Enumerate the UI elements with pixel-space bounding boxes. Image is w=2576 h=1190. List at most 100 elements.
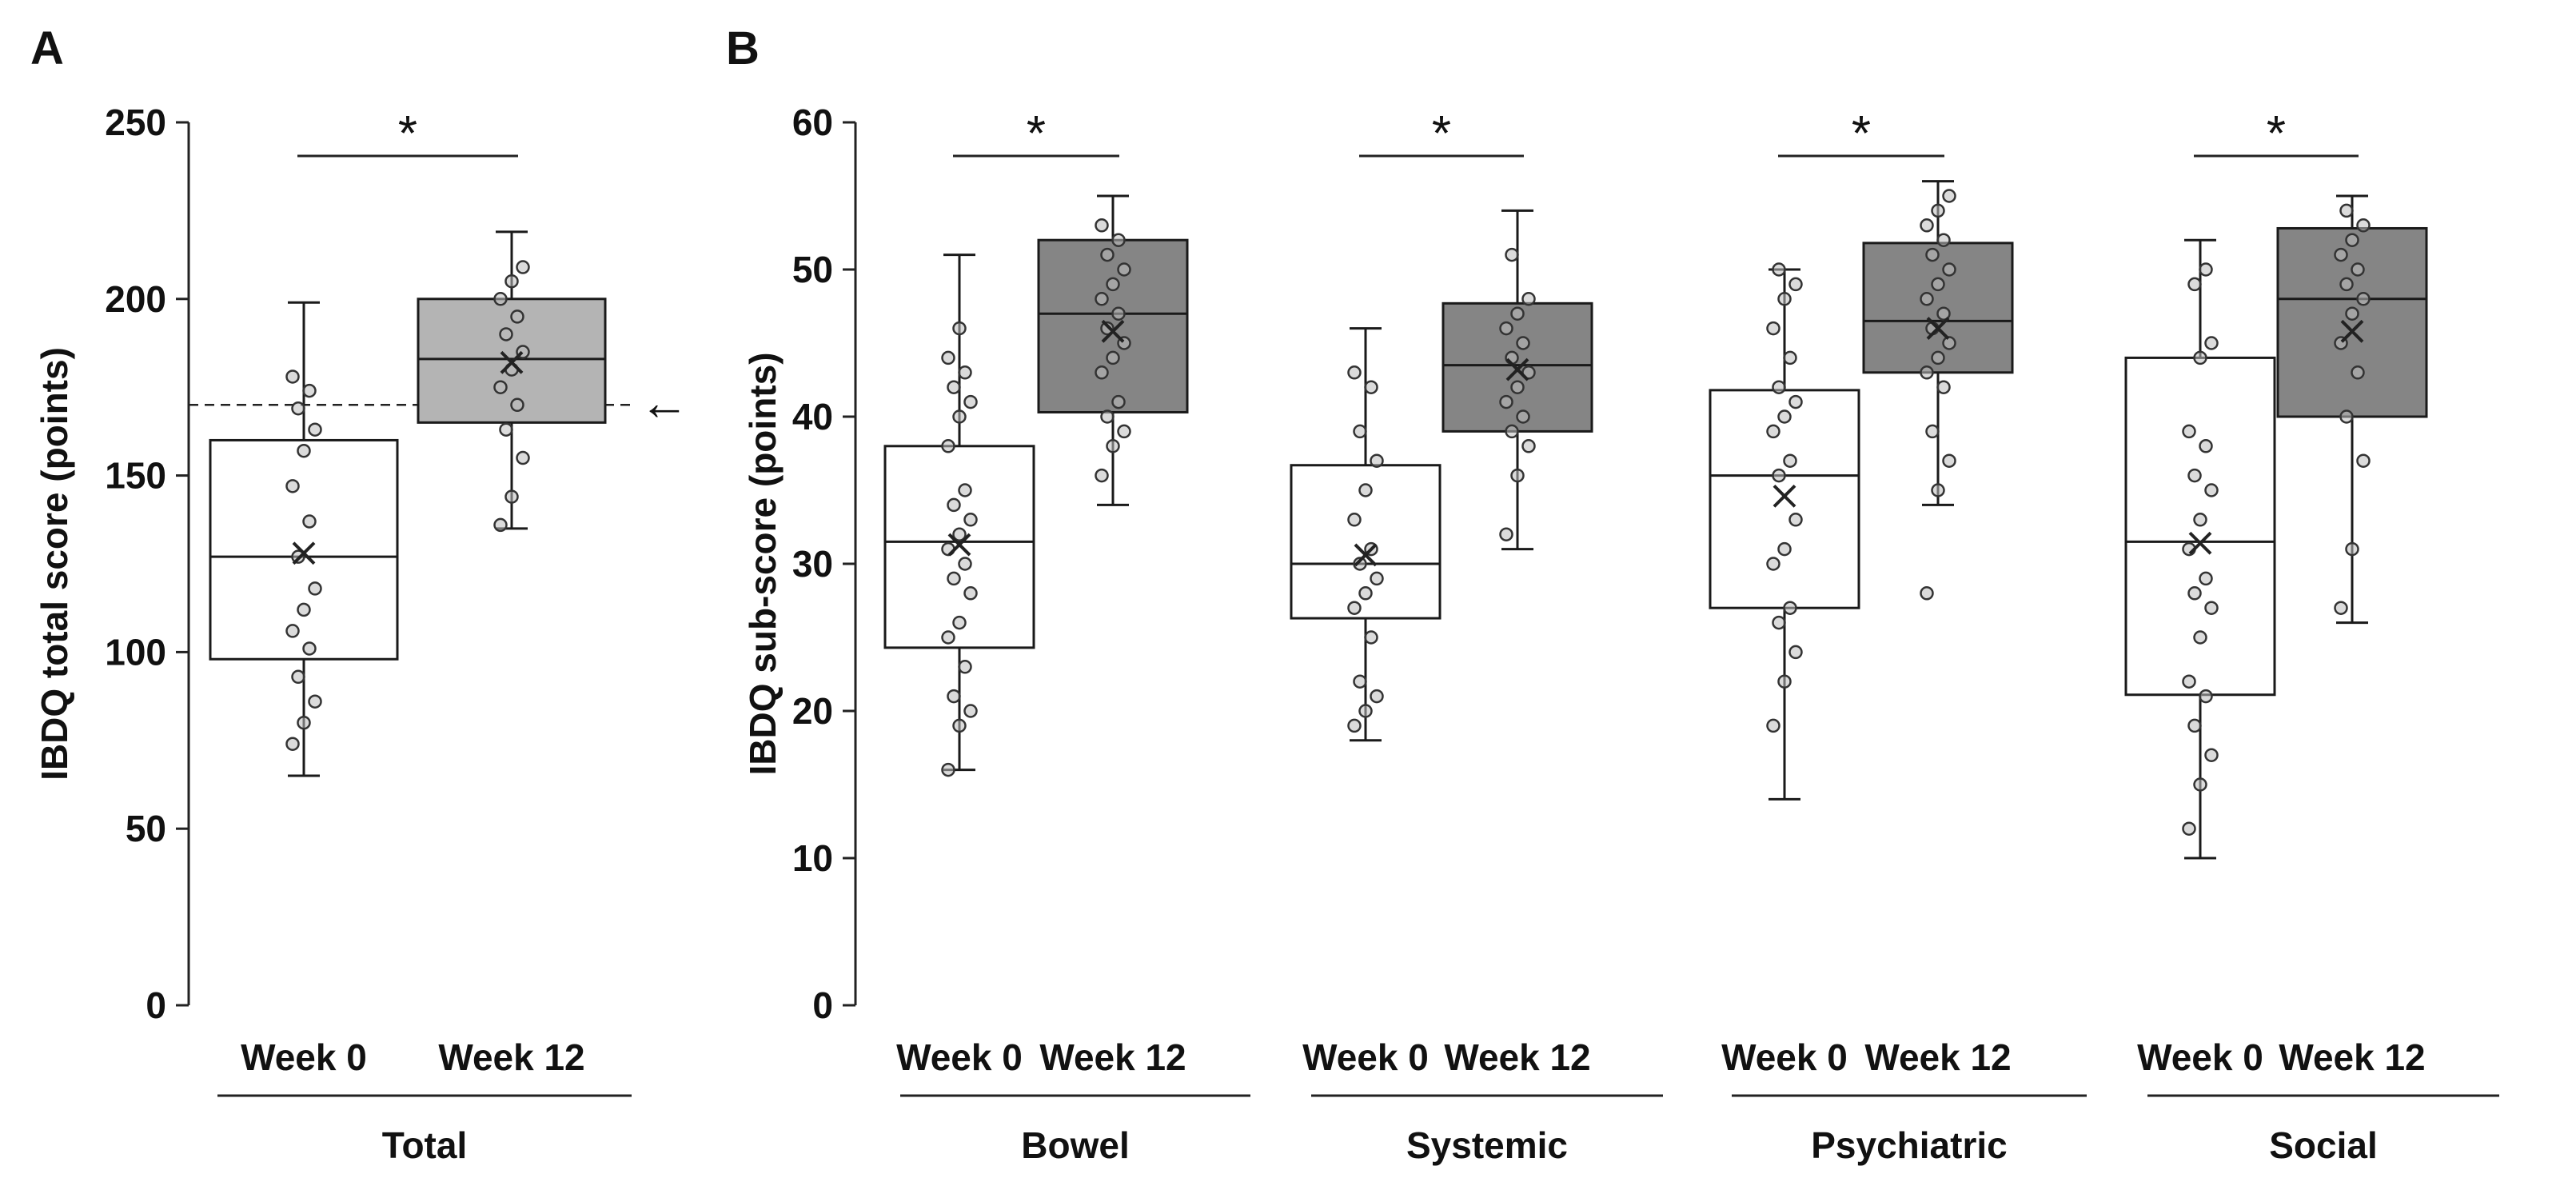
data-point	[963, 394, 978, 409]
data-point	[2187, 718, 2202, 733]
data-point	[2345, 233, 2359, 247]
mean-marker	[1772, 484, 1796, 508]
data-point	[1370, 453, 1384, 468]
data-point	[1942, 189, 1956, 203]
data-point	[1358, 704, 1373, 718]
data-point	[1364, 630, 1378, 645]
data-point	[1100, 247, 1115, 262]
category-label: Week 12	[1864, 1036, 2011, 1078]
data-point	[1777, 409, 1792, 424]
data-point	[2193, 777, 2207, 792]
data-point	[1777, 674, 1792, 689]
y-tick-label: 20	[792, 690, 833, 732]
data-point	[1111, 306, 1126, 321]
data-point	[2193, 630, 2207, 645]
data-point	[1788, 277, 1803, 292]
data-point	[1505, 247, 1519, 262]
data-point	[1095, 468, 1109, 483]
data-point	[1931, 483, 1945, 497]
mean-marker-stroke	[1926, 317, 1950, 341]
data-point	[2204, 483, 2219, 497]
data-point	[1931, 277, 1945, 292]
data-point	[1766, 557, 1780, 571]
data-point	[2199, 571, 2213, 586]
mean-marker-stroke	[1354, 543, 1378, 567]
data-point	[2334, 247, 2348, 262]
data-point	[297, 715, 311, 730]
data-point	[308, 422, 322, 437]
y-tick-label: 50	[126, 808, 166, 849]
data-point	[958, 483, 972, 497]
data-point	[1358, 483, 1373, 497]
data-point	[297, 443, 311, 458]
data-point	[2182, 821, 2196, 836]
data-point	[1777, 541, 1792, 557]
category-label: Week 12	[2279, 1036, 2425, 1078]
mean-marker-stroke	[292, 541, 316, 565]
data-point	[1783, 453, 1797, 468]
data-point	[1920, 292, 1934, 306]
data-point	[2204, 336, 2219, 350]
data-point	[1772, 615, 1786, 630]
y-tick-label: 40	[792, 396, 833, 437]
category-label: Week 0	[1302, 1036, 1429, 1078]
data-point	[302, 383, 317, 398]
data-point	[1499, 394, 1513, 409]
data-point	[2199, 689, 2213, 704]
data-point	[2187, 586, 2202, 601]
y-tick-label: 50	[792, 249, 833, 290]
data-point	[947, 497, 961, 513]
data-point	[1100, 321, 1115, 336]
data-point	[1936, 233, 1951, 247]
data-point	[1347, 601, 1362, 615]
data-point	[1106, 350, 1120, 365]
category-label: Week 12	[438, 1036, 584, 1078]
data-point	[1516, 336, 1530, 350]
data-point	[941, 439, 955, 453]
data-point	[1516, 409, 1530, 424]
y-tick-label: 30	[792, 543, 833, 585]
data-point	[499, 422, 513, 437]
data-point	[1370, 571, 1384, 586]
data-point	[1499, 321, 1513, 336]
y-tick-label: 100	[105, 631, 166, 673]
data-point	[1505, 424, 1519, 439]
data-point	[952, 527, 967, 541]
data-point	[958, 365, 972, 380]
data-point	[1510, 306, 1525, 321]
mean-marker-stroke	[1101, 319, 1125, 343]
y-tick-label: 0	[146, 984, 166, 1026]
data-point	[1510, 380, 1525, 394]
mean-marker-stroke	[947, 533, 971, 557]
data-point	[2204, 748, 2219, 762]
group-label: Systemic	[1406, 1124, 1568, 1166]
data-point	[1353, 557, 1367, 571]
data-point	[2356, 292, 2371, 306]
data-point	[952, 718, 967, 733]
data-point	[1772, 262, 1786, 277]
data-point	[1095, 218, 1109, 233]
data-point	[952, 409, 967, 424]
group-label: Bowel	[1021, 1124, 1129, 1166]
data-point	[291, 401, 305, 416]
data-point	[1783, 601, 1797, 615]
data-point	[1936, 306, 1951, 321]
data-point	[1347, 365, 1362, 380]
data-point	[2345, 306, 2359, 321]
data-point	[1353, 424, 1367, 439]
mean-marker	[2340, 319, 2364, 343]
mean-marker-stroke	[2340, 319, 2364, 343]
data-point	[1106, 439, 1120, 453]
y-tick-label: 150	[105, 455, 166, 497]
data-point	[963, 586, 978, 601]
data-point	[510, 309, 524, 324]
data-point	[1772, 380, 1786, 394]
box-iqr	[2276, 226, 2428, 418]
data-point	[504, 274, 519, 289]
data-point	[2345, 541, 2359, 557]
group-label: Psychiatric	[1811, 1124, 2007, 1166]
data-point	[1521, 439, 1536, 453]
data-point	[947, 571, 961, 586]
data-point	[941, 630, 955, 645]
